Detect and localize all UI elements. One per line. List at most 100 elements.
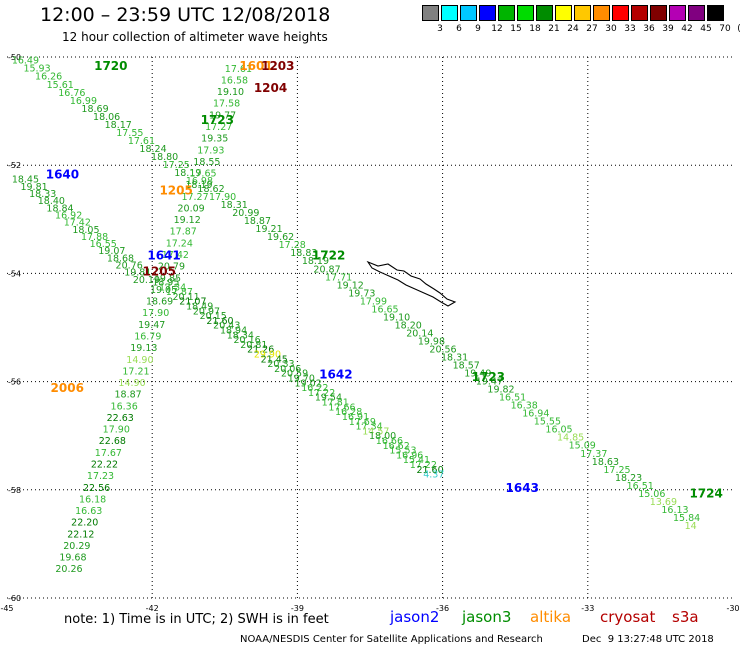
swh-value: 17.23 — [87, 471, 114, 482]
swh-value: 13.69 — [650, 497, 677, 508]
swh-value: 17.27 — [181, 192, 208, 203]
swh-value: 17.55 — [116, 128, 143, 139]
swh-value: 18.69 — [81, 104, 108, 115]
swh-value: 18.45 — [12, 175, 39, 186]
map-subtitle: 12 hour collection of altimeter wave hei… — [62, 30, 328, 44]
pass-label: 1723 — [472, 370, 505, 384]
swh-value: 18.94 — [220, 326, 247, 337]
legend-jason2: jason2 — [390, 608, 440, 626]
swh-value: 16.91 — [342, 412, 369, 423]
swh-value: 19.77 — [209, 110, 236, 121]
swh-value: 19.82 — [487, 385, 514, 396]
swh-value: 19.21 — [255, 224, 282, 235]
swh-value: 17.66 — [328, 402, 355, 413]
swh-value: 16.92 — [55, 210, 82, 221]
swh-value: 14.90 — [118, 378, 145, 389]
swh-value: 17.81 — [322, 398, 349, 409]
swh-value: 17.65 — [189, 169, 216, 180]
swh-value: 17.93 — [197, 145, 224, 156]
pass-label: 1720 — [94, 59, 127, 73]
swh-value: 16.18 — [79, 494, 106, 505]
swh-value: 16.05 — [545, 425, 572, 436]
credit-line: NOAA/NESDIS Center for Satellite Applica… — [240, 634, 543, 645]
swh-value: 22.63 — [107, 413, 134, 424]
swh-value: 20.81 — [240, 340, 267, 351]
swh-value: 18.19 — [174, 168, 201, 179]
swh-value: 19.81 — [20, 182, 47, 193]
swh-value: 18.49 — [186, 302, 213, 313]
swh-value: 16.99 — [70, 96, 97, 107]
swh-value: 17.24 — [166, 238, 193, 249]
swh-value: 18.68 — [107, 253, 134, 264]
swh-value: 18.19 — [302, 256, 329, 267]
swh-value: 18.31 — [441, 353, 468, 364]
lon-label: -36 — [436, 604, 449, 613]
pass-label: 1643 — [506, 481, 539, 495]
swh-value: 20.19 — [133, 275, 160, 286]
map-title: 12:00 – 23:59 UTC 12/08/2018 — [40, 4, 331, 26]
pass-label: 1204 — [254, 81, 287, 95]
pass-label: 1641 — [147, 248, 180, 262]
swh-value: 18.17 — [105, 120, 132, 131]
pass-label: 1205 — [159, 184, 192, 198]
legend-cryosat: cryosat — [600, 608, 656, 626]
swh-value: 20.11 — [173, 292, 200, 303]
pass-label: 1722 — [312, 248, 345, 262]
scale-label: 36 — [643, 24, 655, 34]
swh-value: 17.61 — [225, 64, 252, 75]
swh-value: 17.90 — [142, 308, 169, 319]
axis-labels: -50 -52 -54 -56 -58 -60-45 -42 -39 -36 -33 -30 — [0, 53, 739, 613]
swh-value: 19.12 — [174, 215, 201, 226]
swh-value: 18.62 — [197, 184, 224, 195]
swh-value: 16.58 — [221, 75, 248, 86]
swh-value: 17.25 — [603, 465, 630, 476]
swh-value: 17.87 — [166, 287, 193, 298]
swh-value: 14.85 — [557, 433, 584, 444]
swh-value: 20.09 — [178, 203, 205, 214]
swh-value: 22.20 — [71, 518, 98, 529]
scale-swatch — [460, 5, 477, 21]
swh-value: 18.83 — [290, 248, 317, 259]
swh-value: 18.19 — [185, 180, 212, 191]
scale-label: 27 — [586, 24, 598, 34]
lon-label: -39 — [291, 604, 304, 613]
scale-label: 33 — [624, 24, 636, 34]
swh-value: 14.57 — [362, 426, 389, 437]
swh-value: 16.62 — [383, 441, 410, 452]
swh-value: 16.51 — [627, 481, 654, 492]
swh-value: 20.33 — [267, 359, 294, 370]
scale-label: 21 — [548, 24, 560, 34]
swh-value: 18.87 — [244, 216, 271, 227]
swh-value: 15.06 — [638, 489, 665, 500]
swh-value: 15.61 — [47, 80, 74, 91]
swh-value: 19.62 — [267, 232, 294, 243]
swh-value: 17.22 — [308, 388, 335, 399]
scale-swatch — [536, 5, 553, 21]
scale-label: 9 — [475, 24, 481, 34]
pass-label: 2006 — [51, 381, 84, 395]
swh-value: 16.96 — [396, 450, 423, 461]
swh-value: 18.57 — [453, 361, 480, 372]
swh-value: 20.56 — [429, 344, 456, 355]
swh-value: 15.53 — [389, 446, 416, 457]
swh-value: 18.34 — [227, 330, 254, 341]
swh-value: 15.93 — [23, 64, 50, 75]
swh-value: 17.88 — [81, 232, 108, 243]
legend-jason3: jason3 — [462, 608, 512, 626]
swh-value: 15.84 — [673, 513, 700, 524]
scale-label: 3 — [437, 24, 443, 34]
swh-value: 19.07 — [98, 246, 125, 257]
swh-value: 16.36 — [111, 401, 138, 412]
swh-value: 17.87 — [170, 227, 197, 238]
swh-value: 22.22 — [91, 460, 118, 471]
swh-value: 15.09 — [569, 441, 596, 452]
lat-label: -52 — [8, 161, 21, 170]
swh-value: 17.67 — [95, 448, 122, 459]
swh-value: 20.14 — [406, 328, 433, 339]
swh-value: 16.28 — [335, 407, 362, 418]
swh-value: 19.49 — [464, 369, 491, 380]
scale-swatch — [517, 5, 534, 21]
swh-value: 19.70 — [288, 374, 315, 385]
footnote: note: 1) Time is in UTC; 2) SWH is in fe… — [64, 612, 329, 627]
scale-label: 24 — [567, 24, 579, 34]
